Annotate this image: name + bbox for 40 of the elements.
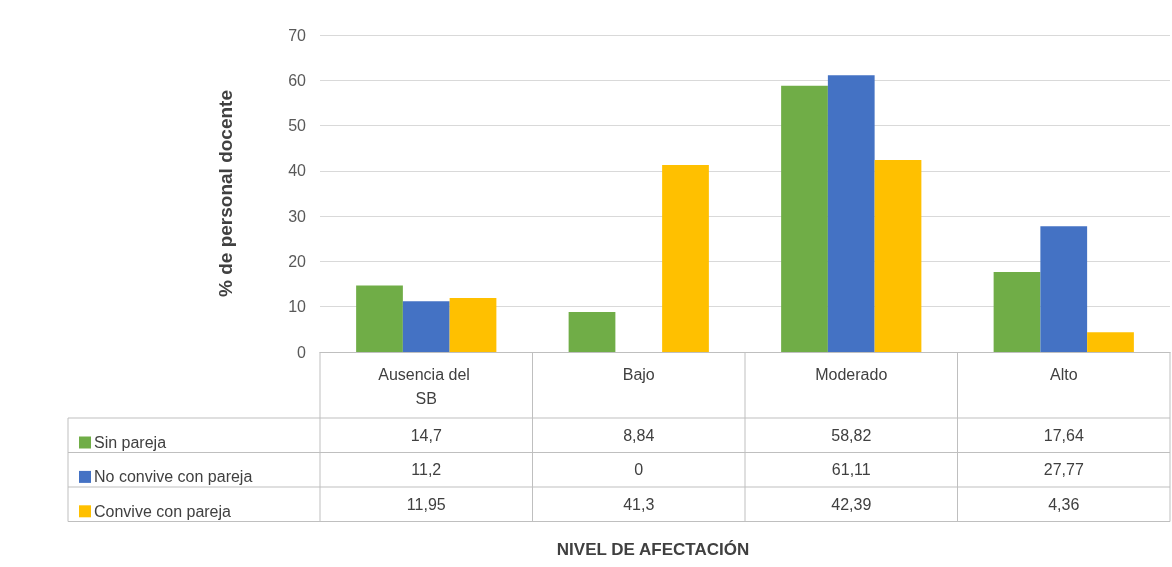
y-tick-label: 10 — [288, 298, 307, 316]
data-label: 0 — [634, 461, 644, 479]
y-tick-label: 20 — [288, 252, 307, 270]
bar — [993, 272, 1041, 352]
data-label: 8,84 — [623, 426, 655, 444]
bar — [449, 297, 497, 352]
x-tick-label: Moderado — [815, 365, 888, 383]
legend-label: No convive con pareja — [94, 468, 253, 486]
data-label: 11,95 — [406, 495, 446, 513]
bar — [827, 75, 875, 352]
bar — [1087, 332, 1134, 352]
data-label: 27,77 — [1043, 461, 1084, 479]
x-tick-label: Ausencia del SB — [378, 365, 475, 407]
y-tick-label: 60 — [288, 71, 307, 89]
x-tick-label: Alto — [1049, 365, 1078, 383]
data-label: 11,2 — [411, 461, 442, 479]
text: NIVEL DE AFECTACIÓN — [556, 539, 750, 559]
y-tick-label: 40 — [288, 162, 307, 180]
x-tick-label: Bajo — [622, 365, 655, 383]
legend-label: Convive con pareja — [94, 502, 232, 520]
bar — [874, 160, 922, 352]
data-label: 61,11 — [831, 461, 871, 479]
bar — [662, 164, 709, 352]
legend-label: Sin pareja — [94, 434, 167, 451]
data-label: 14,7 — [410, 426, 442, 444]
bar — [402, 301, 450, 352]
data-label: 58,82 — [831, 426, 872, 444]
bar — [781, 85, 828, 352]
bar — [1040, 226, 1088, 352]
data-label: 4,36 — [1048, 495, 1080, 513]
y-tick-label: 50 — [288, 117, 307, 135]
y-tick-label: 0 — [297, 343, 307, 361]
data-label: 42,39 — [831, 495, 872, 513]
data-label: 41,3 — [623, 495, 655, 513]
data-label: 17,64 — [1043, 426, 1084, 444]
bar — [356, 285, 403, 352]
y-tick-label: 70 — [288, 26, 307, 44]
y-axis-title: % de personal docente — [215, 90, 236, 297]
y-tick-label: 30 — [288, 207, 307, 225]
bar — [568, 311, 616, 352]
